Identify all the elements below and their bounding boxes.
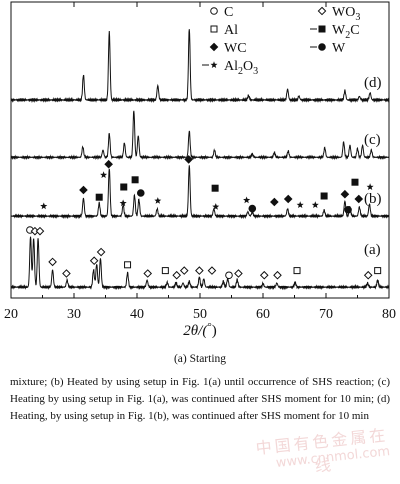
phase-marker-filled-diamond [104, 159, 113, 169]
phase-marker-open-diamond [172, 270, 181, 280]
phase-marker-open-diamond [179, 266, 189, 275]
spectrum-label: (b) [364, 191, 382, 207]
phase-marker-open-diamond [48, 257, 57, 267]
phase-marker-filled-circle [248, 204, 257, 213]
phase-marker-open-square [374, 267, 382, 275]
phase-marker-open-diamond [96, 247, 106, 257]
phase-marker-filled-square [120, 183, 128, 191]
phase-marker-filled-diamond [354, 194, 364, 204]
phase-marker-filled-diamond [79, 185, 88, 195]
legend-symbol-open-diamond [317, 6, 327, 16]
phase-marker-star [296, 201, 304, 208]
phase-marker-open-square [124, 261, 132, 269]
spectrum-c [10, 110, 390, 161]
phase-marker-open-diamond [363, 270, 373, 280]
spectrum-label: (d) [364, 75, 382, 91]
phase-marker-star [212, 203, 220, 210]
phase-markers-layer [26, 155, 382, 280]
legend-label: C [224, 5, 233, 20]
legend-label: Al2O3 [224, 59, 258, 77]
legend-symbol-open-circle [210, 7, 218, 15]
x-tick-label: 40 [130, 307, 144, 322]
phase-marker-open-diamond [195, 266, 204, 275]
x-axis-ticks: 20 30 40 50 60 70 80 [4, 2, 396, 322]
phase-marker-open-square [161, 267, 169, 275]
phase-marker-star [243, 196, 251, 204]
phase-marker-filled-circle [136, 189, 145, 197]
spectrum-b [10, 165, 390, 220]
phase-marker-open-diamond [89, 256, 99, 266]
x-tick-label: 70 [319, 307, 333, 322]
x-tick-label: 50 [193, 307, 207, 322]
x-tick-label: 60 [256, 307, 270, 322]
legend-symbol-filled-circle [318, 43, 326, 51]
legend: C WO3 Al W2C WC W Al2O3 [202, 5, 360, 77]
figure-caption-body: mixture; (b) Heated by using setup in Fi… [10, 376, 390, 422]
legend-label: WO3 [332, 5, 360, 23]
phase-marker-open-diamond [259, 270, 269, 280]
legend-symbol-filled-diamond [209, 42, 219, 52]
phase-marker-open-square [293, 267, 301, 275]
spectrum-label: (c) [364, 132, 381, 148]
phase-marker-star [100, 171, 108, 178]
phase-marker-filled-square [320, 192, 328, 200]
xrd-chart: (d) (c) (b) (a) 20 30 40 50 60 70 80 C WO3 Al W2C WC W… [4, 1, 396, 339]
phase-marker-star [311, 201, 319, 208]
legend-symbol-open-square [210, 25, 218, 33]
phase-marker-star [366, 183, 374, 190]
legend-label: Al [224, 23, 238, 38]
phase-marker-open-diamond [62, 269, 71, 278]
phase-marker-open-diamond [143, 269, 153, 278]
phase-marker-filled-diamond [340, 189, 350, 199]
phase-marker-filled-diamond [283, 194, 293, 204]
legend-label: W [332, 41, 346, 56]
x-tick-label: 30 [67, 307, 81, 322]
phase-marker-open-diamond [234, 269, 243, 278]
phase-marker-filled-square [95, 193, 103, 201]
phase-marker-star [154, 197, 162, 204]
phase-marker-filled-square [351, 178, 359, 186]
spectrum-d [10, 29, 390, 104]
phase-marker-open-circle [225, 271, 233, 280]
phase-marker-open-diamond [207, 266, 217, 275]
figure-subcaption: (a) Starting [173, 353, 227, 365]
phase-marker-filled-diamond [184, 155, 193, 164]
phase-marker-filled-diamond [270, 197, 279, 207]
phase-marker-filled-square [131, 176, 139, 184]
phase-marker-open-diamond [35, 226, 45, 236]
phase-marker-open-diamond [273, 270, 282, 280]
legend-label: W2C [332, 23, 360, 41]
legend-symbol-filled-square [318, 25, 326, 33]
spectra-layer: (d) (c) (b) (a) [10, 29, 390, 291]
x-axis-label: 2θ/(°) [183, 321, 216, 339]
legend-label: WC [224, 41, 247, 56]
x-tick-label: 80 [382, 307, 396, 322]
phase-marker-star [40, 202, 48, 210]
phase-marker-filled-circle [344, 206, 352, 214]
phase-marker-star [119, 199, 127, 207]
phase-marker-filled-square [211, 184, 219, 192]
x-tick-label: 20 [4, 307, 18, 322]
spectrum-label: (a) [364, 242, 381, 258]
legend-symbol-star [210, 61, 218, 68]
spectrum-a [10, 236, 390, 291]
